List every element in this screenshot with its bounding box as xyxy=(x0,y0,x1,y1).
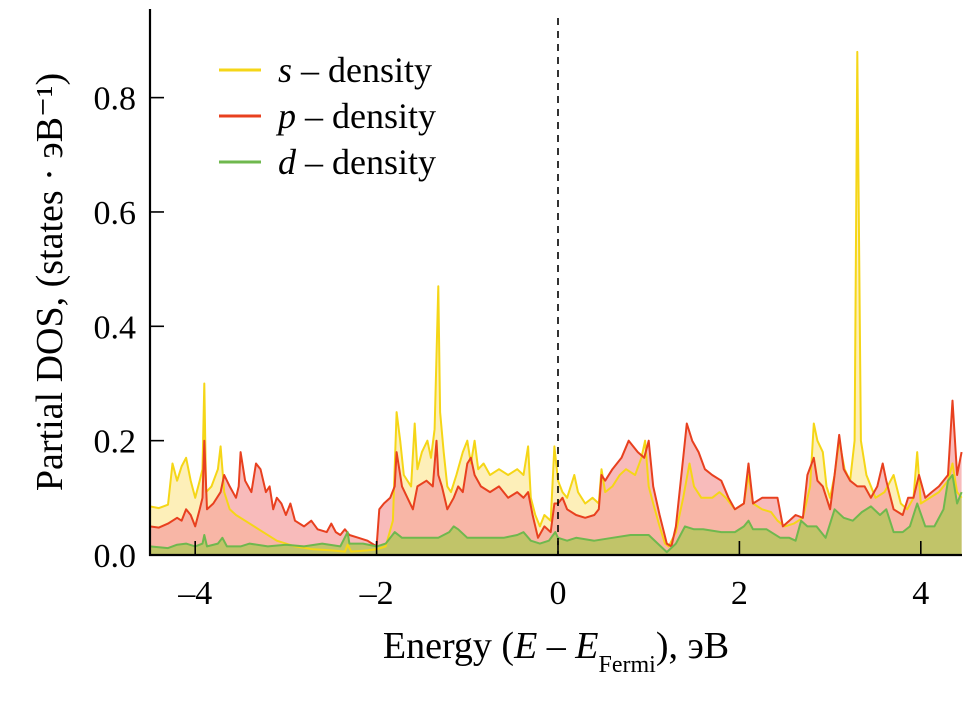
x-tick-label: –2 xyxy=(359,575,394,612)
x-ticks: –4 –2 0 2 4 xyxy=(177,541,929,612)
x-tick-label: –4 xyxy=(177,575,212,612)
y-axis-title: Partial DOS, (states · эВ⁻¹) xyxy=(29,73,71,491)
x-tick-label: 2 xyxy=(731,575,748,612)
series-fills xyxy=(149,51,962,556)
line-p-density xyxy=(149,399,963,548)
legend-label: p – density xyxy=(275,96,436,136)
legend-item-s: s – density xyxy=(219,50,432,90)
legend-label: d – density xyxy=(278,142,436,182)
legend: s – density p – density d – density xyxy=(219,50,436,182)
y-tick-label: 0.4 xyxy=(94,309,137,346)
y-tick-label: 0.8 xyxy=(94,81,137,118)
axes: –4 –2 0 2 4 0.0 0.2 0.4 0.6 0.8 xyxy=(94,9,962,612)
area-d-density xyxy=(149,475,962,555)
y-tick-label: 0.0 xyxy=(94,538,137,575)
y-tick-label: 0.6 xyxy=(94,195,137,232)
legend-item-p: p – density xyxy=(219,96,436,136)
legend-item-d: d – density xyxy=(219,142,436,182)
legend-label: s – density xyxy=(278,50,432,90)
x-tick-label: 4 xyxy=(912,575,929,612)
y-tick-label: 0.2 xyxy=(94,424,137,461)
series-lines xyxy=(149,50,963,554)
area-p-density xyxy=(149,400,962,555)
x-tick-label: 0 xyxy=(550,575,567,612)
x-axis-title: Energy (E – EFermi), эВ xyxy=(383,625,729,678)
plot-area xyxy=(149,18,963,556)
y-ticks: 0.0 0.2 0.4 0.6 0.8 xyxy=(94,81,164,575)
line-d-density xyxy=(149,474,963,554)
